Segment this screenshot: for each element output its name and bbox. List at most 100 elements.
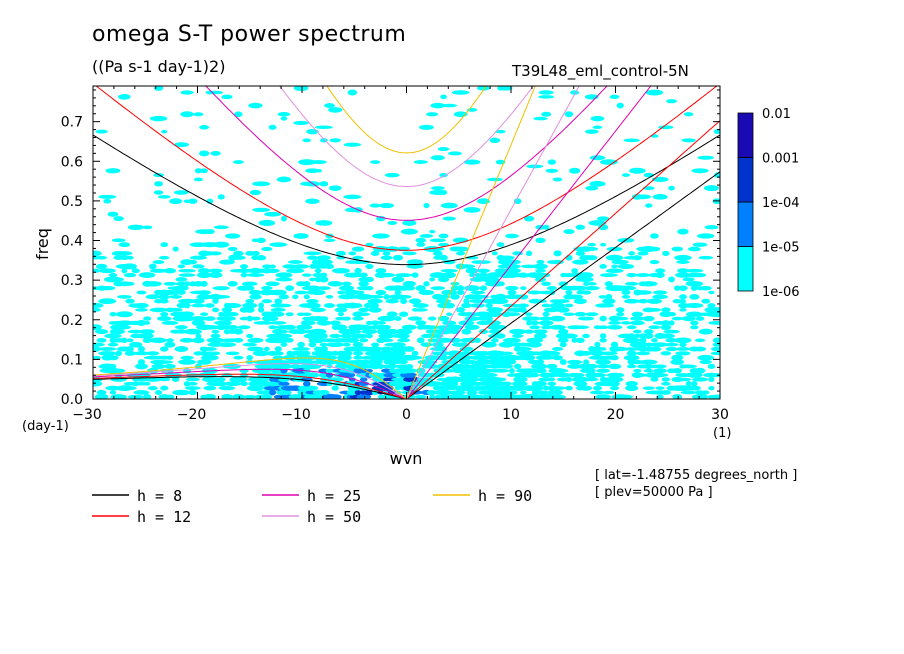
contour-patch	[212, 307, 219, 313]
contour-patch	[301, 273, 312, 277]
contour-patch	[265, 281, 280, 287]
contour-patch	[352, 316, 364, 321]
contour-patch	[450, 281, 460, 286]
contour-patch	[617, 263, 635, 269]
contour-patch	[212, 298, 219, 304]
contour-patch	[125, 298, 135, 304]
contour-patch	[218, 316, 236, 321]
contour-patch	[166, 355, 174, 360]
contour-patch	[520, 264, 538, 269]
contour-patch	[221, 94, 233, 100]
contour-patch	[507, 359, 517, 365]
contour-patch	[177, 264, 186, 269]
gravity-wave-curve	[279, 86, 534, 187]
contour-patch	[354, 267, 362, 274]
contour-patch	[147, 385, 158, 391]
contour-patch	[401, 324, 417, 330]
contour-patch	[98, 194, 117, 199]
contour-patch	[138, 272, 156, 279]
contour-patch	[353, 367, 363, 374]
contour-patch	[125, 281, 135, 286]
contour-patch	[442, 216, 456, 221]
contour-patch	[674, 337, 692, 344]
contour-patch	[269, 389, 277, 396]
contour-patch	[272, 351, 284, 356]
contour-patch	[665, 338, 678, 343]
contour-patch	[661, 320, 670, 326]
contour-patch	[549, 302, 566, 309]
contour-patch	[574, 311, 587, 317]
contour-patch	[274, 346, 282, 352]
contour-patch	[197, 268, 211, 274]
contour-patch	[517, 303, 530, 308]
contour-patch	[180, 355, 194, 360]
contour-patch	[589, 390, 605, 395]
contour-patch	[470, 303, 486, 308]
contour-patch	[538, 320, 554, 326]
colorbar-label: 0.01	[762, 107, 791, 122]
contour-patch	[243, 394, 257, 399]
contour-patch	[331, 350, 339, 356]
contour-patch	[258, 219, 276, 226]
contour-patch	[358, 280, 369, 287]
contour-patch	[545, 168, 559, 173]
contour-patch	[155, 360, 174, 364]
legend-label: h = 50	[307, 508, 361, 526]
contour-patch	[565, 376, 573, 383]
contour-patch	[172, 246, 179, 252]
contour-patch	[314, 333, 322, 339]
contour-patch	[552, 177, 563, 182]
contour-patch	[480, 372, 498, 378]
contour-patch	[694, 367, 706, 374]
contour-patch	[481, 341, 497, 348]
contour-patch	[487, 311, 503, 317]
contour-patch	[274, 298, 283, 304]
contour-patch	[163, 268, 177, 274]
contour-patch	[192, 337, 205, 344]
contour-patch	[329, 320, 341, 326]
contour-patch	[275, 333, 293, 339]
contour-patch	[232, 393, 245, 399]
contour-patch	[171, 376, 180, 382]
contour-patch	[622, 337, 641, 344]
contour-patch	[451, 380, 459, 387]
contour-patch	[225, 233, 241, 239]
contour-patch	[153, 190, 164, 195]
contour-patch	[370, 160, 381, 164]
contour-patch	[141, 225, 153, 230]
contour-patch	[95, 129, 108, 134]
contour-patch	[513, 198, 522, 205]
contour-patch	[285, 312, 294, 317]
contour-patch	[469, 277, 486, 282]
contour-patch	[541, 281, 552, 286]
contour-patch	[193, 177, 203, 182]
contour-patch	[113, 277, 124, 282]
contour-patch	[193, 280, 204, 287]
contour-patch	[584, 377, 599, 382]
contour-patch	[681, 138, 696, 143]
contour-patch	[278, 294, 290, 300]
contour-patch	[351, 290, 365, 295]
x-tick-label: −10	[281, 407, 311, 423]
contour-patch	[179, 311, 195, 318]
contour-patch	[415, 237, 427, 243]
y-tick-label: 0.5	[61, 194, 83, 210]
contour-patch	[366, 294, 384, 299]
contour-patch	[268, 325, 277, 330]
contour-patch	[439, 346, 448, 352]
contour-patch	[683, 112, 694, 117]
contour-patch	[289, 364, 302, 369]
contour-patch	[343, 194, 362, 200]
contour-patch	[477, 295, 489, 299]
contour-patch	[241, 281, 258, 286]
contour-patch	[534, 380, 547, 387]
contour-patch	[264, 211, 282, 217]
contour-patch	[596, 364, 610, 369]
contour-patch	[210, 333, 221, 339]
contour-patch	[549, 394, 567, 399]
contour-patch	[594, 341, 601, 348]
y-unit-label: (day-1)	[22, 419, 69, 434]
contour-patch	[414, 394, 427, 399]
contour-patch	[439, 190, 448, 195]
contour-patch	[712, 394, 720, 399]
